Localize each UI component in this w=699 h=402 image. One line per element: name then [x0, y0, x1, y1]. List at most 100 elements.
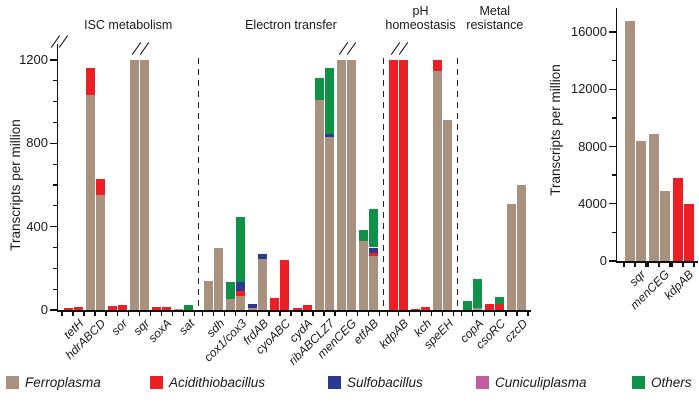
bar-segment-ferroplasma: [236, 296, 246, 310]
bar-segment-sulfobacillus: [236, 281, 246, 292]
bar-segment-others: [324, 68, 334, 134]
bar-segment-acidithiobacillus: [85, 68, 95, 96]
x-tick: [408, 311, 411, 317]
x-tick: [441, 311, 444, 317]
bar-segment-acidithiobacillus: [95, 178, 105, 196]
bar-segment-acidithiobacillus: [495, 303, 505, 310]
bar-segment-ferroplasma: [95, 195, 105, 310]
group-header-line: Electron transfer: [245, 18, 337, 32]
bar-segment-ferroplasma: [368, 256, 378, 310]
bar-segment-others: [226, 281, 236, 300]
y-tick-label: 400: [26, 218, 48, 234]
x-tick: [149, 311, 152, 317]
group-separator: [456, 58, 459, 310]
bar-segment-acidithiobacillus: [73, 306, 83, 310]
x-tick: [505, 311, 507, 317]
x-tick: [257, 311, 259, 317]
x-tick: [669, 262, 671, 268]
bar-segment-ferroplasma: [174, 308, 183, 310]
bar-segment-ferroplasma: [624, 20, 635, 261]
x-tick: [301, 311, 303, 317]
y-tick: [608, 260, 616, 262]
x-tick: [138, 311, 140, 317]
x-tick: [323, 311, 325, 317]
x-tick: [171, 311, 174, 317]
legend-swatch-acidithiobacillus: [150, 376, 163, 389]
y-axis: [56, 44, 59, 310]
axis-break-slash: [346, 42, 357, 55]
x-tick: [193, 311, 196, 317]
group-separator: [197, 58, 200, 310]
y-tick: [49, 59, 57, 61]
group-header-line: pH: [412, 4, 429, 18]
group-header-line: ISC metabolism: [84, 18, 173, 32]
bar-segment-ferroplasma: [473, 307, 483, 310]
y-tick-label: 800: [26, 135, 48, 151]
bar-segment-sulfobacillus: [248, 303, 258, 308]
x-tick: [127, 311, 129, 317]
y-tick: [608, 145, 616, 148]
bar-segment-ferroplasma: [346, 60, 356, 310]
x-tick: [160, 311, 163, 317]
x-tick: [527, 311, 529, 317]
bar-segment-acidithiobacillus: [151, 307, 161, 310]
bar-segment-ferroplasma: [336, 60, 346, 310]
x-tick: [472, 311, 474, 317]
x-tick: [334, 311, 336, 317]
x-tick: [623, 262, 625, 268]
x-tick: [419, 311, 422, 317]
group-separator: [382, 58, 385, 310]
bar-segment-acidithiobacillus: [63, 307, 73, 310]
y-axis-break-icon: [49, 35, 69, 49]
legend-label-sulfobacillus: Sulfobacillus: [347, 375, 423, 390]
y-tick-label: 0: [40, 302, 48, 317]
bar-segment-ferroplasma: [204, 280, 214, 310]
legend-label-others: Others: [651, 375, 692, 390]
bar-segment-ferroplasma: [314, 99, 324, 310]
x-tick: [61, 311, 63, 317]
y-tick: [52, 246, 57, 249]
bar-segment-acidithiobacillus: [411, 308, 420, 310]
y-tick: [52, 163, 57, 165]
bar-segment-acidithiobacillus: [683, 203, 694, 261]
bar-segment-sulfobacillus: [368, 247, 378, 253]
bar-segment-acidithiobacillus: [672, 177, 683, 261]
x-tick: [201, 311, 204, 317]
y-tick-label: 8000: [578, 138, 607, 154]
bar-segment-others: [358, 229, 368, 242]
x-tick: [516, 311, 518, 317]
x-tick: [268, 311, 270, 317]
x-tick: [290, 311, 292, 317]
y-tick: [52, 267, 57, 269]
bar-segment-ferroplasma: [129, 60, 139, 310]
legend-label-ferroplasma: Ferroplasma: [25, 375, 101, 390]
axis-break-slash: [58, 35, 69, 48]
group-header-2: pH homeostasis: [351, 0, 491, 32]
group-header-line: homeostasis: [385, 18, 456, 32]
bar-segment-acidithiobacillus: [161, 307, 171, 310]
x-axis-right: [615, 261, 698, 263]
bar-segment-acidithiobacillus: [368, 252, 378, 257]
x-tick: [386, 311, 389, 317]
x-tick: [483, 311, 485, 317]
bar-segment-acidithiobacillus: [421, 306, 430, 310]
x-tick: [224, 311, 226, 317]
bar-segment-acidithiobacillus: [388, 60, 398, 310]
y-tick: [52, 101, 57, 103]
y-tick: [52, 205, 57, 207]
x-tick: [430, 311, 433, 317]
legend-label-cuniculiplasma: Cuniculiplasma: [495, 375, 587, 390]
group-header-1: Electron transfer: [221, 0, 361, 32]
x-tick: [645, 262, 647, 268]
x-tick: [116, 311, 118, 317]
y-tick: [611, 231, 616, 234]
legend-swatch-sulfobacillus: [328, 376, 341, 389]
group-header-3: Metal resistance: [425, 0, 565, 32]
y-tick: [52, 184, 57, 186]
legend-swatch-others: [632, 376, 645, 389]
x-tick: [367, 311, 369, 317]
x-tick: [279, 311, 281, 317]
x-tick: [682, 262, 684, 268]
bar-segment-ferroplasma: [517, 185, 527, 310]
